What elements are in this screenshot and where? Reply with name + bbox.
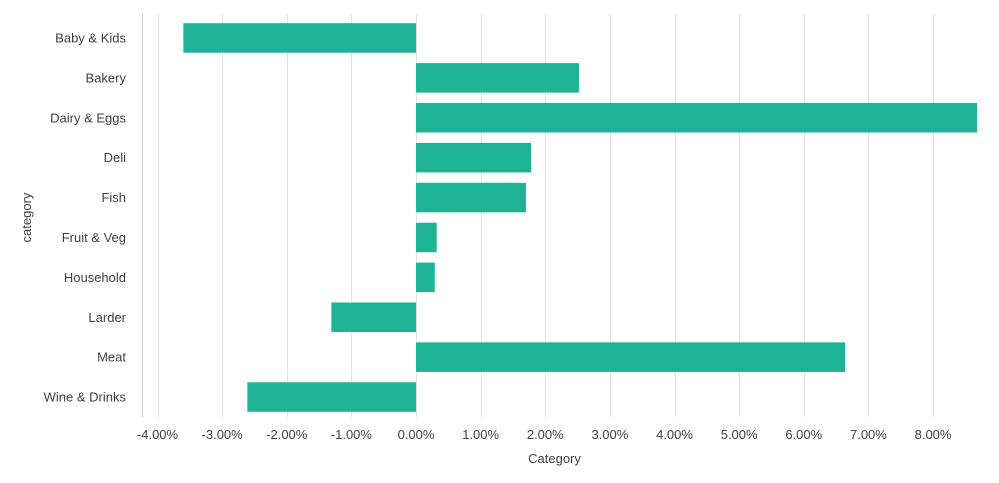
bar[interactable] [416, 102, 977, 133]
y-tick-label: Dairy & Eggs [50, 110, 126, 125]
x-tick-label: 4.00% [656, 427, 693, 442]
bar[interactable] [247, 382, 417, 412]
bar[interactable] [183, 23, 417, 53]
x-axis-title: Category [528, 451, 581, 466]
y-tick-label: Deli [104, 150, 127, 165]
y-tick-label: Fruit & Veg [62, 230, 126, 245]
y-tick-label: Larder [88, 310, 126, 325]
y-tick-label: Fish [101, 190, 126, 205]
y-tick-label: Wine & Drinks [44, 390, 127, 405]
y-axis-title: category [19, 192, 34, 242]
x-tick-label: 1.00% [462, 427, 499, 442]
x-tick-label: 7.00% [850, 427, 887, 442]
bar[interactable] [416, 342, 846, 372]
x-tick-label: 8.00% [915, 427, 952, 442]
x-axis-ticks: -4.00% -3.00% -2.00% -1.00% 0.00% 1.00% 2.00% 3… [137, 427, 952, 442]
x-tick-label: 3.00% [591, 427, 628, 442]
y-axis-ticks: Baby & Kids Bakery Dairy & Eggs Deli Fish Fru… [44, 30, 127, 404]
bar[interactable] [416, 142, 532, 173]
bar[interactable] [416, 182, 526, 213]
x-tick-label: -1.00% [331, 427, 373, 442]
bar[interactable] [416, 222, 437, 253]
y-tick-label: Baby & Kids [55, 30, 126, 45]
x-tick-label: 5.00% [721, 427, 758, 442]
x-tick-label: 0.00% [398, 427, 435, 442]
x-tick-label: 6.00% [785, 427, 822, 442]
x-tick-label: 2.00% [527, 427, 564, 442]
x-tick-label: -3.00% [202, 427, 244, 442]
x-tick-label: -2.00% [266, 427, 308, 442]
y-tick-label: Meat [97, 350, 126, 365]
y-tick-label: Household [64, 270, 126, 285]
y-tick-label: Bakery [86, 70, 127, 85]
bars [183, 23, 977, 412]
bar[interactable] [331, 302, 417, 333]
x-tick-label: -4.00% [137, 427, 179, 442]
bar[interactable] [416, 262, 435, 293]
bar[interactable] [416, 63, 579, 93]
